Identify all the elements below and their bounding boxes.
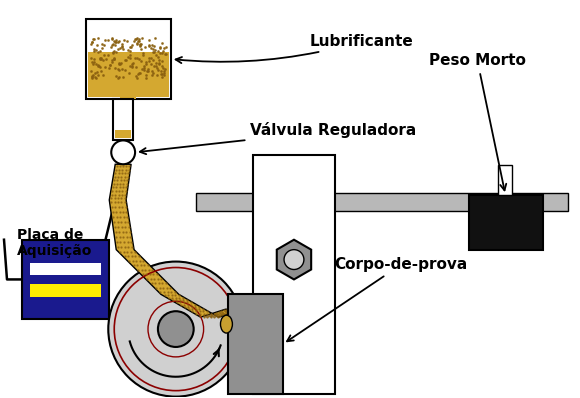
Circle shape bbox=[108, 261, 244, 397]
Ellipse shape bbox=[220, 315, 233, 333]
Bar bbox=[113, 99, 133, 140]
Bar bbox=[86, 19, 171, 99]
Circle shape bbox=[284, 250, 304, 269]
Bar bbox=[120, 87, 136, 99]
Bar bbox=[195, 193, 568, 211]
Bar bbox=[88, 52, 169, 97]
Text: Válvula Reguladora: Válvula Reguladora bbox=[140, 123, 416, 154]
Text: Peso Morto: Peso Morto bbox=[429, 53, 526, 190]
Bar bbox=[253, 155, 335, 394]
Circle shape bbox=[158, 311, 194, 347]
Text: Lubrificante: Lubrificante bbox=[176, 33, 414, 63]
Bar bbox=[469, 195, 543, 250]
Bar bbox=[30, 263, 102, 275]
Bar bbox=[115, 131, 131, 139]
Bar bbox=[30, 285, 102, 297]
Bar bbox=[22, 240, 109, 319]
Text: Corpo-de-prova: Corpo-de-prova bbox=[287, 257, 468, 341]
Polygon shape bbox=[109, 164, 244, 317]
Text: Placa de
Aquisição: Placa de Aquisição bbox=[17, 228, 92, 258]
Polygon shape bbox=[277, 240, 311, 279]
Bar bbox=[498, 165, 513, 195]
Circle shape bbox=[111, 140, 135, 164]
Bar bbox=[229, 295, 283, 394]
